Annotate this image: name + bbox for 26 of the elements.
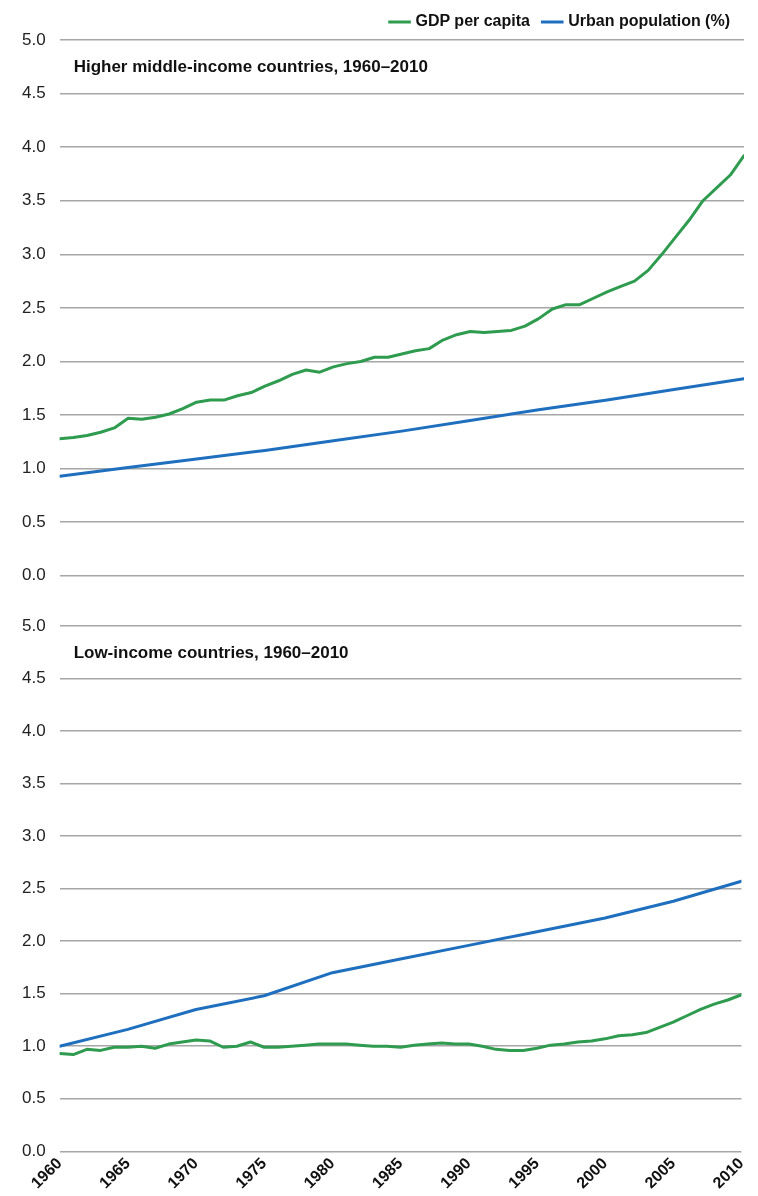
text: Higher middle-income countries, 1960–2010 <box>73 56 428 76</box>
y-tick-label: 1.0 <box>21 1035 46 1055</box>
y-tick-label: 1.0 <box>21 458 46 478</box>
y-tick-label: 3.5 <box>21 190 46 210</box>
y-tick-label: 1.5 <box>21 404 46 424</box>
y-tick-label: 2.0 <box>21 351 46 371</box>
y-tick-label: 4.0 <box>21 720 46 740</box>
y-tick-label: 5.0 <box>21 615 46 635</box>
y-tick-label: 4.5 <box>21 668 46 688</box>
y-tick-label: 2.5 <box>21 878 46 898</box>
y-tick-label: 5.0 <box>21 29 46 49</box>
y-tick-label: 0.5 <box>21 511 46 531</box>
y-tick-label: 0.0 <box>21 565 46 585</box>
y-tick-label: 3.0 <box>21 244 46 264</box>
y-tick-label: 2.5 <box>21 297 46 317</box>
y-tick-label: 2.0 <box>21 930 46 950</box>
y-tick-label: 0.0 <box>21 1140 46 1160</box>
y-tick-label: 4.5 <box>21 83 46 103</box>
text: Low-income countries, 1960–2010 <box>73 642 349 662</box>
y-tick-label: 4.0 <box>21 136 46 156</box>
y-tick-label: 3.0 <box>21 825 46 845</box>
y-tick-label: 1.5 <box>21 983 46 1003</box>
y-tick-label: 3.5 <box>21 773 46 793</box>
legend-label: Urban population (%) <box>568 12 731 30</box>
legend-label: GDP per capita <box>415 12 531 30</box>
y-tick-label: 0.5 <box>21 1088 46 1108</box>
